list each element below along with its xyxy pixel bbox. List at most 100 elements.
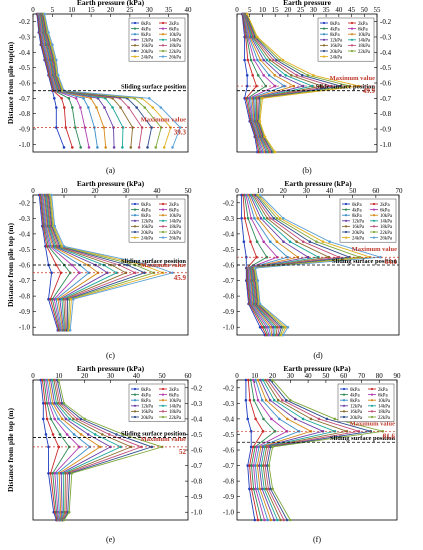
data-point <box>269 487 272 491</box>
legend-label: 24kPa <box>352 236 365 241</box>
legend-marker <box>344 225 348 228</box>
data-point <box>111 106 114 109</box>
data-point <box>62 518 66 522</box>
data-point <box>301 84 305 88</box>
data-point <box>262 240 266 243</box>
legend-marker <box>161 21 165 25</box>
y-tick-label: -0.5 <box>19 64 31 72</box>
data-point <box>257 445 261 449</box>
data-point <box>47 445 50 449</box>
y-tick-label: -0.3 <box>19 34 31 42</box>
legend-marker <box>370 387 374 391</box>
x-tick-label: 90 <box>394 372 402 380</box>
legend-label: 22kPa <box>169 50 182 55</box>
data-point <box>62 245 66 248</box>
legend-label: 22kPa <box>378 416 391 421</box>
data-point <box>290 74 293 77</box>
data-point <box>261 445 265 449</box>
legend-label: 20kPa <box>141 416 154 421</box>
data-point <box>243 217 247 220</box>
data-point <box>282 217 285 220</box>
y-tick-label: -0.9 <box>19 308 31 316</box>
data-point <box>119 445 123 449</box>
data-point <box>161 271 165 275</box>
series-line <box>55 379 143 521</box>
y-tick-label: -1.0 <box>191 509 203 517</box>
y-tick-label: -0.4 <box>223 230 235 238</box>
x-tick-label: 20 <box>92 187 100 195</box>
data-point <box>256 518 260 522</box>
max-value-label: Maximum value <box>330 75 375 82</box>
legend-marker <box>344 236 348 239</box>
series-line <box>258 379 325 521</box>
data-point <box>51 297 54 301</box>
data-point <box>60 417 64 421</box>
series-line <box>41 379 60 521</box>
data-point <box>64 297 67 301</box>
data-point <box>49 402 53 405</box>
data-point <box>246 417 249 421</box>
data-point <box>286 417 289 421</box>
x-tick-label: 0 <box>31 6 35 14</box>
y-tick-label: -0.7 <box>223 277 235 285</box>
x-tick-label: 5 <box>248 6 252 14</box>
data-point <box>45 402 49 405</box>
data-point <box>122 433 125 436</box>
data-point <box>301 240 305 243</box>
legend-marker <box>370 393 374 396</box>
series-line <box>250 379 276 521</box>
data-point <box>44 433 48 436</box>
x-tick-label: 50 <box>361 6 369 14</box>
data-point <box>250 487 253 491</box>
data-point <box>261 325 264 329</box>
legend-marker <box>161 225 165 228</box>
y-tick-label: -0.6 <box>19 80 31 88</box>
legend-label: 8kPa <box>141 399 151 404</box>
data-point <box>276 518 279 522</box>
data-point <box>66 297 69 301</box>
data-point <box>282 240 285 243</box>
chart-panel-5: 0 10 20 30 40 50 60 Earth pressure (kPa) -0.2 -0.… <box>6 364 203 544</box>
data-point <box>297 430 301 433</box>
data-point <box>115 271 118 275</box>
legend-label: 18kPa <box>169 44 182 49</box>
series-line <box>44 13 181 148</box>
legend-label: 10kPa <box>358 33 371 38</box>
legend-label: 18kPa <box>378 410 391 415</box>
data-point <box>275 240 279 243</box>
legend-label: 22kPa <box>169 231 182 236</box>
data-point <box>251 74 254 77</box>
legend-label: 18kPa <box>169 410 182 415</box>
data-point <box>87 106 90 109</box>
series-26kPa <box>43 12 182 149</box>
max-value-label: Maximum value <box>350 420 395 427</box>
legend-label: 22kPa <box>169 416 182 421</box>
data-point <box>68 417 71 421</box>
data-point <box>301 417 305 421</box>
data-point <box>247 378 250 382</box>
chart-panel-1: 0 5 10 15 20 25 30 35 40 Earth pressure (kPa) -0.2… <box>6 0 192 175</box>
data-point <box>271 378 274 382</box>
data-point <box>263 325 266 329</box>
legend-marker <box>133 33 137 36</box>
x-tick-label: 20 <box>280 187 288 195</box>
legend: 0kPa 2kPa 4kPa 6kPa 8kPa 10kPa 12kPa 14kPa 16kPa… <box>317 17 375 62</box>
panel-caption: (d) <box>313 351 323 360</box>
y-tick-label: -0.4 <box>223 415 235 423</box>
data-point <box>267 74 271 77</box>
legend-label: 26kPa <box>380 236 393 241</box>
y-axis-title: Distance from pile top (m) <box>6 407 15 492</box>
data-point <box>267 325 271 329</box>
legend-marker <box>161 387 165 391</box>
data-point <box>379 255 382 259</box>
legend-marker <box>350 33 354 36</box>
data-point <box>281 398 284 402</box>
data-point <box>254 417 257 421</box>
legend-label: 20kPa <box>330 50 343 55</box>
legend-marker <box>161 236 165 239</box>
data-point <box>293 417 297 421</box>
data-point <box>265 325 268 329</box>
legend-box <box>337 383 395 422</box>
data-point <box>252 58 256 62</box>
data-point <box>273 150 277 154</box>
